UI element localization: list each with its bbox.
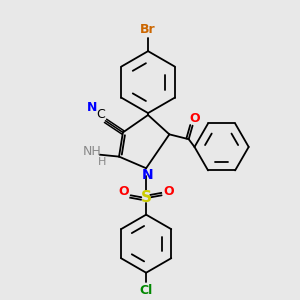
Text: N: N — [87, 101, 97, 114]
Text: N: N — [141, 168, 153, 182]
Text: H: H — [98, 158, 106, 167]
Text: S: S — [141, 190, 152, 205]
Text: O: O — [163, 185, 174, 198]
Text: O: O — [118, 185, 129, 198]
Text: Cl: Cl — [140, 284, 153, 297]
Text: O: O — [189, 112, 200, 125]
Text: NH: NH — [82, 145, 101, 158]
Text: C: C — [96, 107, 105, 121]
Text: Br: Br — [140, 23, 156, 36]
